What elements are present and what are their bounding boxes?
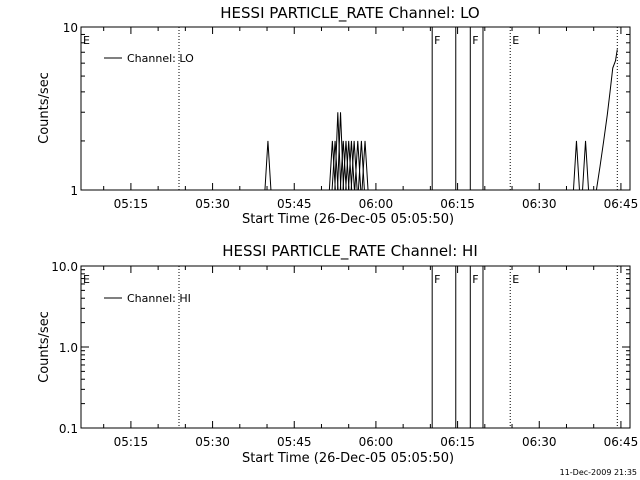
data-spike xyxy=(347,140,355,191)
x-tick-label: 06:45 xyxy=(604,435,639,449)
y-tick-label: 10 xyxy=(63,21,78,35)
x-tick-label: 06:45 xyxy=(604,197,639,211)
y-tick-label: 10.0 xyxy=(51,260,78,274)
data-spike xyxy=(361,140,369,191)
x-tick-label: 05:15 xyxy=(114,435,149,449)
x-tick-label: 06:15 xyxy=(440,197,475,211)
data-spike xyxy=(572,140,580,191)
y-axis-label: Counts/sec xyxy=(37,72,52,144)
plot-marks: 05:15 05:30 05:45 06:00 06:15 06:30 06:45 0.1 1.… xyxy=(51,260,638,449)
panel-hi: HESSI PARTICLE_RATE Channel: HI 05:15 05:… xyxy=(37,242,638,466)
y-tick-label: 1 xyxy=(70,184,78,198)
legend-label: Channel: LO xyxy=(127,52,194,65)
data-line xyxy=(595,49,618,191)
panel-lo: HESSI PARTICLE_RATE Channel: LO 05:15 05:… xyxy=(37,4,638,227)
event-marker-label: F xyxy=(434,34,440,47)
data-spike xyxy=(334,112,342,191)
plot-frame xyxy=(80,265,631,429)
event-marker-label: F xyxy=(472,34,478,47)
data-spike xyxy=(582,140,590,191)
x-axis-label: Start Time (26-Dec-05 05:05:50) xyxy=(242,451,454,466)
footer-timestamp: 11-Dec-2009 21:35 xyxy=(560,468,637,477)
chart-title: HESSI PARTICLE_RATE Channel: HI xyxy=(222,242,478,261)
x-tick-label: 06:30 xyxy=(522,435,557,449)
y-tick-label: 0.1 xyxy=(59,422,78,436)
x-tick-label: 05:30 xyxy=(195,197,230,211)
x-tick-label: 05:15 xyxy=(114,197,149,211)
data-spike xyxy=(328,140,336,191)
data-spike xyxy=(345,140,353,191)
chart-title: HESSI PARTICLE_RATE Channel: LO xyxy=(220,4,479,23)
x-tick-label: 05:30 xyxy=(195,435,230,449)
plot-marks: 05:15 05:30 05:45 06:00 06:15 06:30 06:45 1 10 E F… xyxy=(63,21,639,211)
data-spike xyxy=(339,140,347,191)
x-tick-label: 06:00 xyxy=(359,197,394,211)
x-tick-label: 05:45 xyxy=(277,435,312,449)
x-axis-label: Start Time (26-Dec-05 05:05:50) xyxy=(242,212,454,227)
x-tick-label: 06:00 xyxy=(359,435,394,449)
y-axis-label: Counts/sec xyxy=(37,311,52,383)
data-spike xyxy=(264,140,272,191)
event-marker-label: F xyxy=(434,273,440,286)
y-tick-label: 1.0 xyxy=(59,341,78,355)
legend-label: Channel: HI xyxy=(127,292,191,305)
event-marker-label: E xyxy=(512,273,519,286)
event-marker-label: E xyxy=(512,34,519,47)
x-tick-label: 05:45 xyxy=(277,197,312,211)
data-spike xyxy=(331,140,339,191)
data-spike xyxy=(337,112,345,191)
event-marker-label: F xyxy=(472,273,478,286)
x-tick-label: 06:30 xyxy=(522,197,557,211)
data-spike xyxy=(342,140,350,191)
x-tick-label: 06:15 xyxy=(440,435,475,449)
event-marker-label: E xyxy=(83,34,90,47)
event-marker-label: E xyxy=(83,273,90,286)
